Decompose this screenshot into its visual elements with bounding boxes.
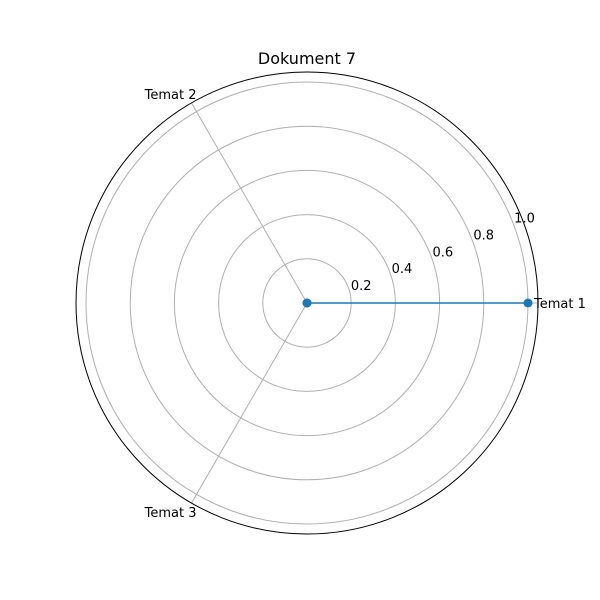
- category-label: Temat 3: [144, 506, 197, 521]
- radial-tick-label: 0.4: [392, 262, 413, 277]
- category-label: Temat 1: [533, 297, 586, 312]
- plot-outline: [75, 71, 539, 535]
- category-label: Temat 2: [144, 88, 197, 103]
- category-labels: Temat 1 Temat 2 Temat 3: [144, 88, 586, 521]
- chart-title: Dokument 7: [258, 49, 356, 68]
- radial-tick-label: 1.0: [514, 211, 535, 226]
- grid-spoke: [191, 302, 308, 504]
- series-layer: [302, 298, 533, 308]
- radial-tick-label: 0.6: [433, 245, 454, 260]
- radial-tick-label: 0.8: [473, 228, 494, 243]
- radial-tick-labels: 0.2 0.4 0.6 0.8 1.0: [351, 211, 535, 294]
- radial-tick-label: 0.2: [351, 279, 372, 294]
- data-point: [302, 298, 312, 308]
- data-point: [523, 298, 533, 308]
- grid-spoke: [191, 102, 308, 304]
